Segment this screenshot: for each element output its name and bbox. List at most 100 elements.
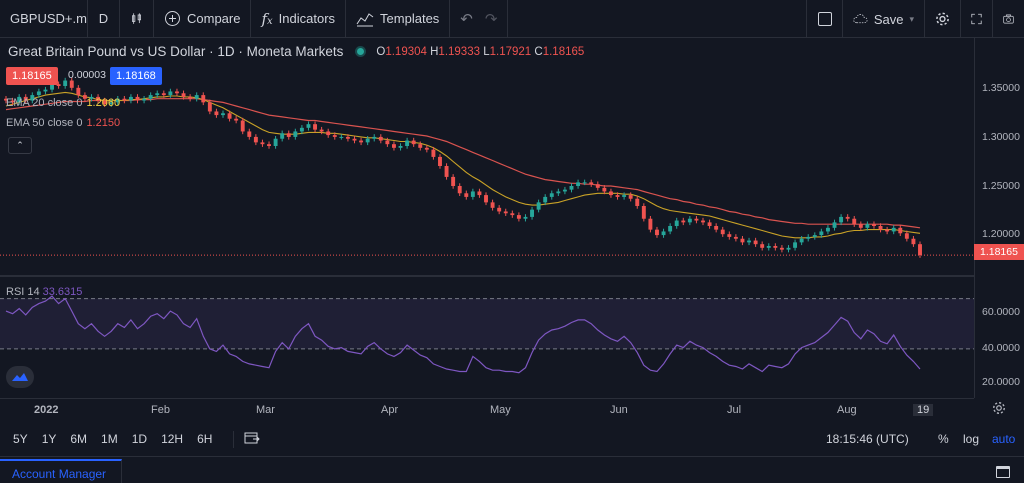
candle (490, 199, 495, 211)
candle (398, 143, 403, 151)
save-button[interactable]: Save ▾ (842, 0, 924, 38)
sell-button[interactable]: 1.18165 (6, 67, 58, 85)
settings-button[interactable] (924, 0, 960, 38)
interval-button[interactable]: D (88, 0, 120, 38)
price-chart[interactable] (0, 38, 974, 398)
candle (385, 137, 390, 147)
candle (753, 237, 758, 247)
candle (865, 221, 870, 231)
redo-button[interactable]: ↷ (479, 0, 509, 38)
candle (273, 136, 278, 149)
range-6h-button[interactable]: 6H (197, 432, 213, 446)
candle (812, 232, 817, 240)
candle (411, 137, 416, 147)
candle (135, 94, 140, 104)
ema20-line (5, 91, 921, 239)
compare-button[interactable]: Compare (154, 0, 252, 38)
log-toggle[interactable]: log (963, 432, 980, 446)
auto-toggle[interactable]: auto (992, 432, 1016, 446)
maximize-panel-button[interactable] (996, 466, 1010, 478)
goto-date-button[interactable] (233, 430, 261, 448)
high-value: 1.19333 (438, 45, 480, 58)
candle (668, 223, 673, 235)
candle (438, 154, 442, 169)
candle (674, 217, 679, 229)
price-axis[interactable] (974, 38, 1024, 398)
rsi-label: RSI 14 (6, 286, 40, 298)
candle (17, 94, 22, 106)
candle (181, 90, 186, 100)
ema20-legend[interactable]: EMA 20 close 0 1.2060 (6, 97, 120, 109)
time-tick: May (490, 404, 511, 416)
candle (622, 192, 627, 200)
account-panel: Account Manager (0, 456, 1024, 483)
range-12h-button[interactable]: 12H (161, 432, 184, 446)
fullscreen-button[interactable] (960, 0, 992, 38)
axis-settings-button[interactable] (992, 401, 1006, 420)
candle (444, 163, 449, 180)
candle (168, 88, 173, 98)
redo-icon: ↷ (484, 10, 498, 28)
price-tick: 1.35000 (982, 82, 1020, 94)
time-axis[interactable] (0, 398, 974, 424)
layout-button[interactable] (806, 0, 842, 38)
candle (76, 85, 81, 98)
tradingview-logo[interactable] (6, 366, 34, 388)
rsi-legend[interactable]: RSI 14 33.6315 (6, 286, 82, 298)
collapse-legend-button[interactable]: ⌃ (8, 137, 32, 154)
templates-button[interactable]: Templates (346, 0, 451, 38)
fullscreen-icon (971, 13, 982, 25)
range-1y-button[interactable]: 1Y (41, 432, 57, 446)
candle (293, 128, 298, 140)
chart-style-button[interactable] (120, 0, 154, 38)
candle (608, 188, 613, 198)
percent-toggle[interactable]: % (938, 432, 949, 446)
candle (510, 210, 515, 218)
rsi-value: 33.6315 (42, 286, 83, 298)
candle (63, 77, 68, 89)
candle (766, 243, 771, 251)
candle (845, 214, 850, 222)
range-6m-button[interactable]: 6M (70, 432, 88, 446)
candle (911, 236, 916, 247)
candle (69, 77, 74, 91)
candle (4, 96, 8, 104)
clock-display[interactable]: 18:15:46 (UTC) (826, 432, 909, 446)
rsi-tick: 60.0000 (982, 306, 1020, 318)
candle (819, 228, 824, 238)
range-1m-button[interactable]: 1M (101, 432, 118, 446)
chart-legend: Great Britain Pound vs US Dollar · 1D · … (8, 44, 584, 59)
candle (786, 245, 791, 253)
price-tick: 1.20000 (982, 228, 1020, 240)
account-manager-tab[interactable]: Account Manager (0, 459, 122, 483)
candle (839, 214, 844, 226)
time-tick: Aug (837, 404, 857, 416)
candle (615, 192, 620, 200)
range-5y-button[interactable]: 5Y (13, 432, 28, 446)
time-tick: Mar (256, 404, 275, 416)
rsi-tick: 20.0000 (982, 376, 1020, 388)
time-tick: Feb (151, 404, 170, 416)
candle (319, 126, 324, 135)
candle (115, 96, 120, 106)
candle (313, 121, 318, 133)
indicators-button[interactable]: fx Indicators (251, 0, 347, 38)
snapshot-button[interactable] (992, 0, 1024, 38)
candle (641, 203, 646, 222)
candle (760, 241, 765, 251)
candle (832, 219, 837, 231)
candle (306, 121, 311, 131)
time-tick: 19 (913, 404, 934, 416)
buy-button[interactable]: 1.18168 (110, 67, 162, 85)
candle (648, 216, 653, 233)
candle (221, 110, 225, 118)
cloud-icon (853, 14, 868, 24)
range-1d-button[interactable]: 1D (131, 432, 148, 446)
ema50-legend[interactable]: EMA 50 close 0 1.2150 (6, 117, 120, 129)
candle (503, 208, 508, 216)
save-label: Save (873, 11, 904, 27)
undo-button[interactable]: ↶ (450, 0, 479, 38)
symbol-search-button[interactable]: GBPUSD+.m (0, 0, 88, 38)
candle (727, 231, 732, 240)
current-price-label: 1.18165 (974, 244, 1024, 260)
